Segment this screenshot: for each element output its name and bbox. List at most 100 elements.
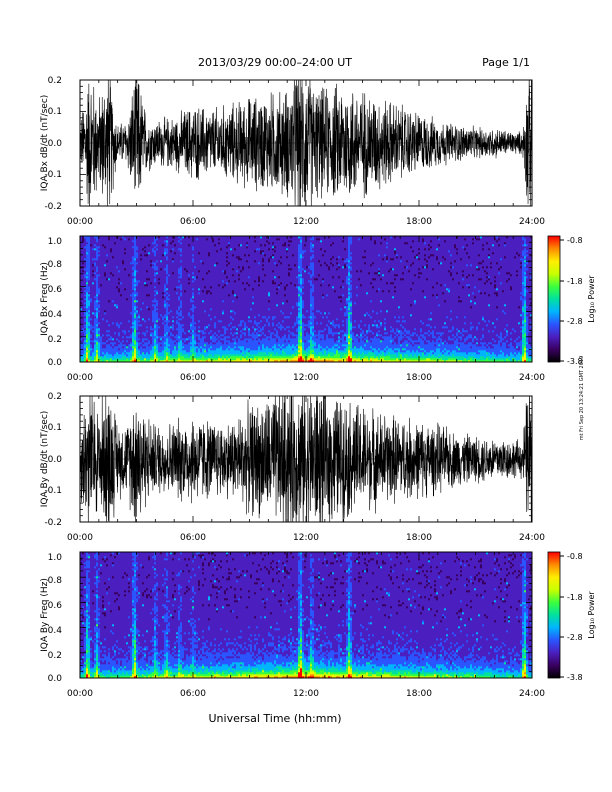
spectrogram-cell <box>206 266 208 268</box>
spectrogram-cell <box>184 324 186 326</box>
spectrogram-cell <box>162 272 164 274</box>
spectrogram-cell <box>172 342 174 344</box>
spectrogram-cell <box>116 250 118 252</box>
spectrogram-cell <box>120 354 122 356</box>
spectrogram-cell <box>214 330 216 332</box>
spectrogram-cell <box>176 308 178 310</box>
spectrogram-cell <box>100 334 102 336</box>
spectrogram-cell <box>200 238 202 240</box>
spectrogram-cell <box>94 284 96 286</box>
spectrogram-cell <box>198 346 200 348</box>
spectrogram-cell <box>146 252 148 254</box>
spectrogram-cell <box>138 324 140 326</box>
spectrogram-cell <box>128 310 130 312</box>
spectrogram-cell <box>88 340 90 342</box>
spectrogram-cell <box>186 300 188 302</box>
spectrogram-cell <box>154 294 156 296</box>
spectrogram-cell <box>194 290 196 292</box>
spectrogram-cell <box>142 238 144 240</box>
spectrogram-cell <box>216 328 218 330</box>
spectrogram-cell <box>92 242 94 244</box>
spectrogram-cell <box>132 270 134 272</box>
spectrogram-cell <box>224 314 226 316</box>
spectrogram-cell <box>122 326 124 328</box>
spectrogram-cell <box>106 342 108 344</box>
spectrogram-cell <box>172 354 174 356</box>
spectrogram-cell <box>182 252 184 254</box>
spectrogram-cell <box>216 330 218 332</box>
spectrogram-cell <box>86 252 88 254</box>
spectrogram-cell <box>234 342 236 344</box>
spectrogram-cell <box>170 322 172 324</box>
spectrogram-cell <box>212 338 214 340</box>
spectrogram-cell <box>136 356 138 358</box>
spectrogram-cell <box>186 336 188 338</box>
spectrogram-cell <box>96 304 98 306</box>
spectrogram-cell <box>104 346 106 348</box>
spectrogram-cell <box>204 286 206 288</box>
spectrogram-cell <box>182 328 184 330</box>
spectrogram-cell <box>128 270 130 272</box>
spectrogram-cell <box>140 268 142 270</box>
spectrogram-cell <box>194 320 196 322</box>
spectrogram-cell <box>192 354 194 356</box>
spectrogram-cell <box>208 240 210 242</box>
spectrogram-cell <box>94 248 96 250</box>
spectrogram-cell <box>132 276 134 278</box>
spectrogram-cell <box>188 242 190 244</box>
spectrogram-cell <box>120 358 122 360</box>
spectrogram-cell <box>98 266 100 268</box>
spectrogram-cell <box>144 262 146 264</box>
spectrogram-cell <box>86 242 88 244</box>
spectrogram-cell <box>98 268 100 270</box>
spectrogram-cell <box>230 292 232 294</box>
spectrogram-cell <box>152 338 154 340</box>
spectrogram-cell <box>100 294 102 296</box>
spectrogram-cell <box>116 244 118 246</box>
spectrogram-cell <box>222 240 224 242</box>
spectrogram-cell <box>196 348 198 350</box>
spectrogram-cell <box>232 298 234 300</box>
spectrogram-cell <box>186 346 188 348</box>
spectrogram-cell <box>84 250 86 252</box>
spectrogram-cell <box>200 276 202 278</box>
spectrogram-cell <box>172 350 174 352</box>
spectrogram-cell <box>160 244 162 246</box>
spectrogram-cell <box>92 358 94 360</box>
spectrogram-cell <box>180 238 182 240</box>
spectrogram-cell <box>184 306 186 308</box>
spectrogram-cell <box>156 262 158 264</box>
spectrogram-cell <box>140 252 142 254</box>
spectrogram-cell <box>212 268 214 270</box>
spectrogram-cell <box>144 356 146 358</box>
spectrogram-cell <box>180 252 182 254</box>
spectrogram-cell <box>208 276 210 278</box>
spectrogram-cell <box>194 322 196 324</box>
spectrogram-cell <box>92 308 94 310</box>
spectrogram-cell <box>138 260 140 262</box>
spectrogram-cell <box>220 338 222 340</box>
spectrogram-cell <box>98 274 100 276</box>
spectrogram-cell <box>142 324 144 326</box>
spectrogram-cell <box>188 342 190 344</box>
spectrogram-cell <box>158 340 160 342</box>
spectrogram-cell <box>230 356 232 358</box>
spectrogram-cell <box>198 310 200 312</box>
spectrogram-cell <box>180 284 182 286</box>
spectrogram-cell <box>182 288 184 290</box>
spectrogram-cell <box>204 244 206 246</box>
spectrogram-cell <box>132 240 134 242</box>
spectrogram-cell <box>202 250 204 252</box>
spectrogram-cell <box>118 306 120 308</box>
bx-dbdt-ytick-3: -0.1 <box>44 170 62 180</box>
spectrogram-cell <box>206 306 208 308</box>
spectrogram-cell <box>224 278 226 280</box>
spectrogram-cell <box>150 242 152 244</box>
spectrogram-cell <box>138 308 140 310</box>
spectrogram-cell <box>102 326 104 328</box>
spectrogram-cell <box>108 260 110 262</box>
spectrogram-cell <box>162 350 164 352</box>
spectrogram-cell <box>230 260 232 262</box>
spectrogram-cell <box>148 326 150 328</box>
spectrogram-cell <box>170 248 172 250</box>
